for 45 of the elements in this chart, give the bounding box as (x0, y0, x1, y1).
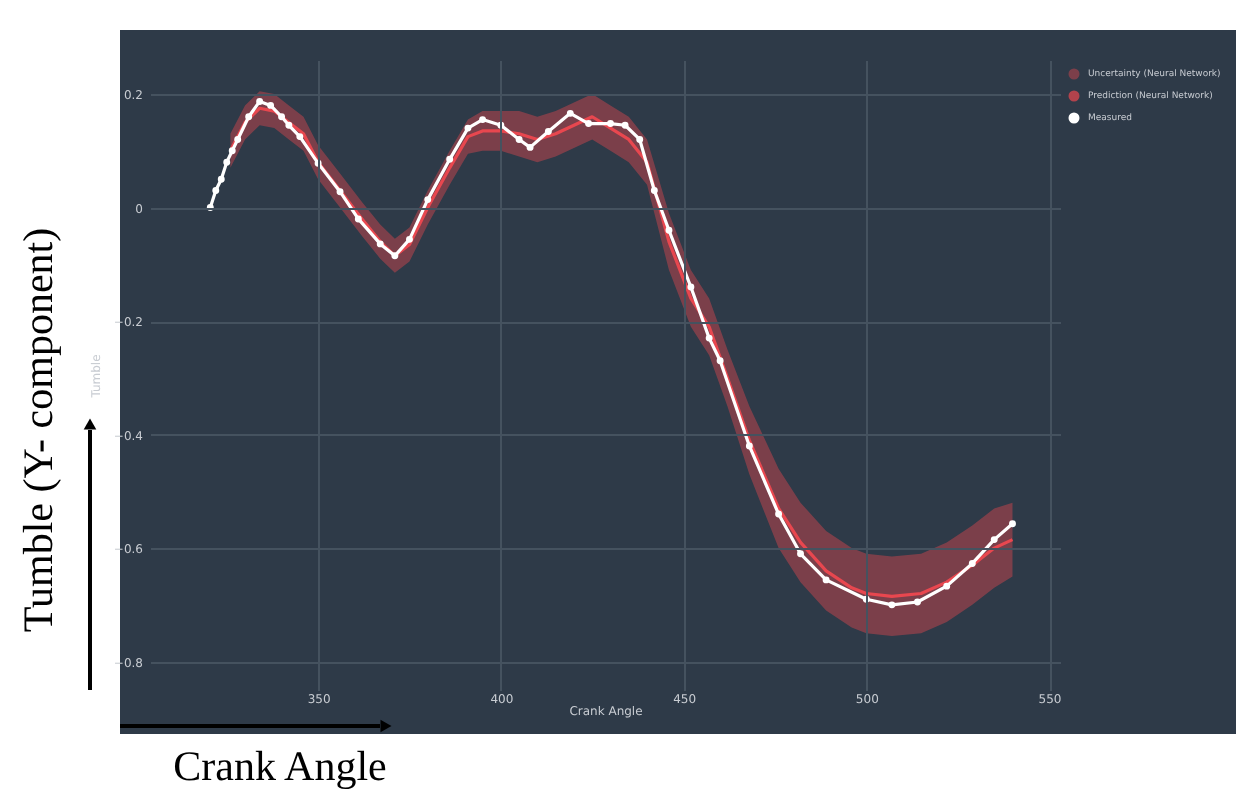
text: Tumble (Y- component) (14, 227, 62, 633)
point (544, 128, 552, 135)
point (245, 113, 253, 121)
point (650, 187, 658, 194)
point (775, 510, 783, 518)
point (212, 187, 220, 194)
point (217, 175, 225, 183)
point (234, 136, 242, 143)
point (888, 601, 896, 609)
point (943, 582, 951, 590)
point (585, 120, 593, 128)
point (228, 147, 236, 155)
point (285, 121, 293, 129)
point (336, 188, 344, 196)
point (914, 598, 921, 606)
point (1009, 520, 1016, 528)
point (424, 196, 432, 204)
point (822, 576, 830, 584)
point (526, 143, 534, 151)
point (256, 97, 264, 105)
point (636, 136, 644, 143)
point (446, 155, 454, 163)
point (968, 559, 976, 567)
point (376, 240, 384, 248)
point (607, 120, 614, 128)
point (515, 136, 523, 143)
point (223, 158, 231, 166)
point (267, 101, 275, 109)
point (296, 133, 304, 141)
point (464, 124, 472, 132)
point (391, 252, 399, 260)
point (665, 226, 673, 234)
point (479, 116, 487, 124)
point (354, 215, 362, 223)
point (566, 109, 574, 117)
point (716, 357, 724, 365)
point (687, 283, 695, 291)
point (797, 550, 804, 558)
point (406, 235, 413, 243)
point (990, 536, 998, 544)
point (621, 121, 629, 129)
point (705, 334, 713, 342)
point (278, 113, 286, 121)
text: Crank Angle (173, 742, 387, 790)
point (745, 442, 753, 450)
